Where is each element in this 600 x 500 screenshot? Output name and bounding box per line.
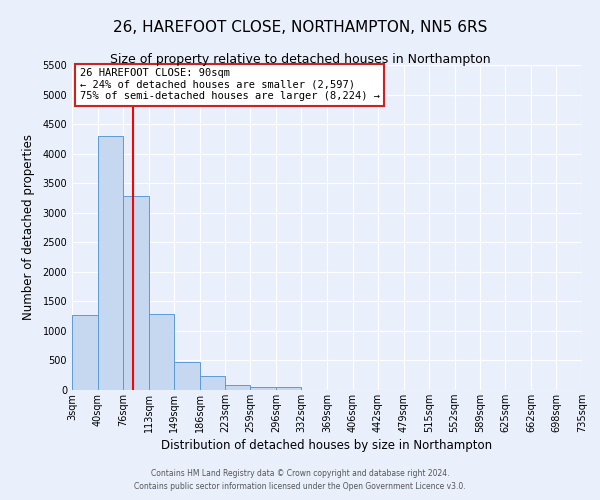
Text: Contains public sector information licensed under the Open Government Licence v3: Contains public sector information licen…	[134, 482, 466, 491]
Bar	[250, 387, 276, 390]
Bar	[123, 196, 149, 390]
Text: 26, HAREFOOT CLOSE, NORTHAMPTON, NN5 6RS: 26, HAREFOOT CLOSE, NORTHAMPTON, NN5 6RS	[113, 20, 487, 35]
X-axis label: Distribution of detached houses by size in Northampton: Distribution of detached houses by size …	[161, 439, 493, 452]
Y-axis label: Number of detached properties: Number of detached properties	[22, 134, 35, 320]
Bar	[98, 136, 123, 390]
Text: Contains HM Land Registry data © Crown copyright and database right 2024.: Contains HM Land Registry data © Crown c…	[151, 468, 449, 477]
Text: Size of property relative to detached houses in Northampton: Size of property relative to detached ho…	[110, 52, 490, 66]
Bar	[276, 388, 301, 390]
Bar	[199, 376, 225, 390]
Text: 26 HAREFOOT CLOSE: 90sqm
← 24% of detached houses are smaller (2,597)
75% of sem: 26 HAREFOOT CLOSE: 90sqm ← 24% of detach…	[80, 68, 380, 102]
Bar	[149, 314, 174, 390]
Bar	[72, 315, 98, 390]
Bar	[225, 384, 250, 390]
Bar	[174, 362, 199, 390]
